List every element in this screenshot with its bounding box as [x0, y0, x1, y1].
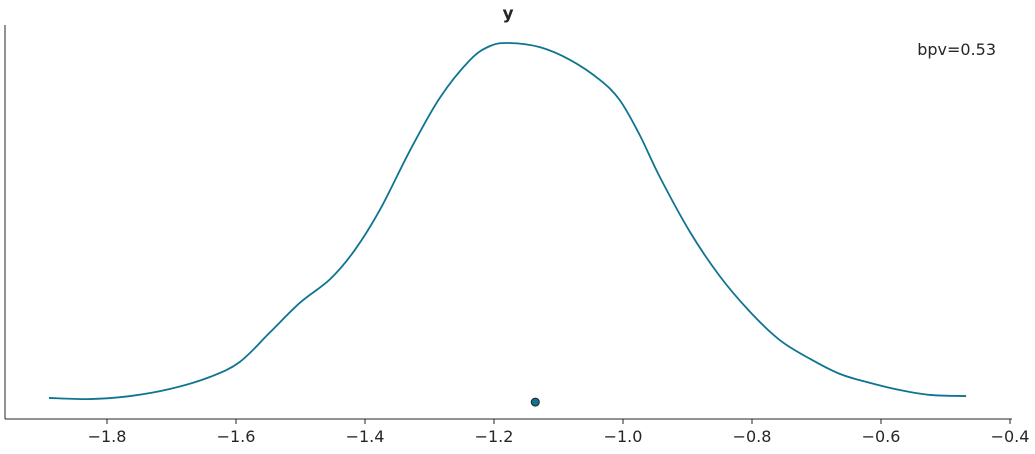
x-tick-label: −1.4: [346, 427, 385, 446]
x-tick-label: −1.2: [475, 427, 514, 446]
chart-title: y: [502, 4, 513, 24]
x-tick-label: −0.4: [991, 427, 1030, 446]
x-tick-label: −1.0: [604, 427, 643, 446]
observed-marker: [530, 397, 540, 407]
x-tick-label: −0.6: [862, 427, 901, 446]
x-tick-label: −0.8: [733, 427, 772, 446]
x-tick-label: −1.8: [88, 427, 127, 446]
density-line: [48, 42, 967, 401]
x-tick-label: −1.6: [217, 427, 256, 446]
bpv-annotation: bpv=0.53: [917, 40, 996, 59]
